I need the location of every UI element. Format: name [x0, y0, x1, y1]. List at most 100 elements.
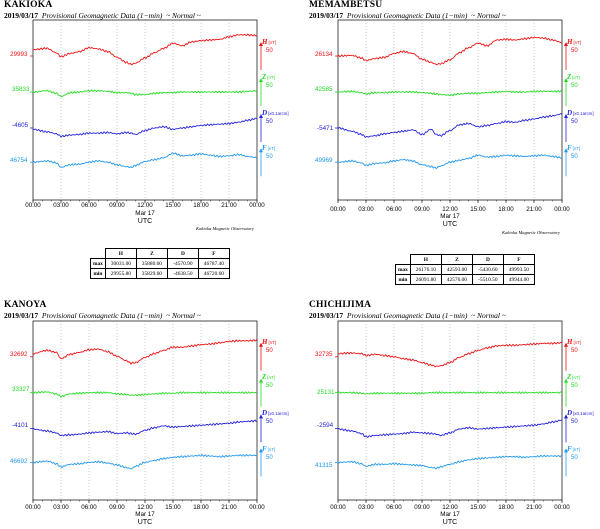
legend-d-scale: 50: [266, 419, 273, 425]
legend-f-unit: [nT]: [572, 447, 581, 452]
ref-value-z: 25131: [317, 389, 335, 396]
subtitle-mode: ~ Normal ~: [471, 311, 506, 320]
legend-f-name: F: [262, 144, 267, 152]
legend-z-scale: 50: [571, 83, 578, 89]
date-axis-label: Mar 17: [135, 511, 155, 518]
legend-z-name: Z: [567, 373, 572, 381]
x-tick: 00:00: [554, 504, 570, 511]
x-tick: 12:00: [137, 202, 153, 209]
legend-f-name: F: [567, 445, 572, 453]
x-tick: 00:00: [330, 504, 346, 511]
x-tick: 12:00: [442, 206, 458, 213]
x-tick: 21:00: [526, 504, 542, 511]
date-label: 2019/03/17: [309, 11, 344, 20]
x-tick: 09:00: [414, 206, 430, 213]
stats-table-memambetsu: H Z D F max 26176.10 42593.00 -5430.60 4…: [395, 254, 535, 285]
scale-arrow-d: [564, 114, 568, 118]
legend-z-scale: 50: [266, 83, 273, 89]
legend-h-unit: [nT]: [573, 340, 582, 345]
ref-value-d: -5471: [317, 125, 334, 132]
legend-z: Z[nT] 50: [262, 373, 275, 389]
scale-arrow-f: [259, 448, 263, 453]
series-line-z: [32, 89, 258, 98]
ref-value-z: 35833: [12, 86, 30, 93]
ref-value-f: 46692: [10, 458, 28, 465]
legend-h-name: H: [262, 338, 268, 346]
legend-h: H[nT] 50: [262, 38, 276, 54]
legend-f-scale: 50: [266, 154, 273, 160]
x-tick: 00:00: [330, 206, 346, 213]
legend-h-name: H: [262, 38, 268, 46]
legend-z: Z[nT] 50: [567, 73, 580, 89]
legend-f-unit: [nT]: [267, 447, 276, 452]
observatory-credit: Kakioka Magnetic Observatory: [196, 226, 254, 231]
legend-d: D[x0.1arcm] 50: [567, 109, 594, 125]
scale-arrow-h: [564, 42, 568, 46]
date-axis-label: Mar 17: [440, 213, 460, 220]
legend-z: Z[nT] 50: [567, 373, 580, 389]
x-tick: 18:00: [498, 504, 514, 511]
legend-d: D[x0.1arcm] 50: [567, 409, 594, 425]
x-tick: 00:00: [249, 504, 265, 511]
date-axis-label: Mar 17: [440, 511, 460, 518]
subtitle-mode: ~ Normal ~: [166, 311, 201, 320]
series-line-d: [337, 113, 563, 138]
date-axis-label: Mar 17: [135, 210, 155, 217]
station-title: KANOYA: [4, 300, 47, 310]
x-tick: 03:00: [358, 504, 374, 511]
legend-d-scale: 50: [571, 419, 578, 425]
legend-h-name: H: [567, 338, 573, 346]
legend-h-scale: 50: [266, 48, 273, 54]
legend-f-scale: 50: [266, 455, 273, 461]
x-tick: 09:00: [414, 504, 430, 511]
legend-z-unit: [nT]: [267, 75, 275, 80]
legend-f: F[nT] 50: [567, 144, 580, 160]
series-line-h: [337, 36, 563, 66]
station-title: KAKIOKA: [4, 0, 53, 10]
x-tick: 18:00: [193, 504, 209, 511]
x-tick: 18:00: [193, 202, 209, 209]
series-line-f: [337, 454, 563, 470]
series-line-d: [32, 419, 258, 437]
stats-cell: 46720.60: [197, 268, 230, 279]
x-tick: 06:00: [386, 504, 402, 511]
stats-row-max: max 30031.00 35880.60 -4570.90 46787.40: [90, 258, 230, 269]
legend-z-scale: 50: [266, 383, 273, 389]
utc-axis-label: UTC: [137, 519, 153, 526]
stats-table-kakioka: H Z D F max 30031.00 35880.60 -4570.90 4…: [90, 248, 230, 279]
subtitle-text: Provisional Geomagnetic Data (1−min): [41, 11, 163, 20]
legend-d-name: D: [262, 409, 268, 417]
x-tick: 15:00: [165, 504, 181, 511]
scale-arrow-z: [259, 378, 263, 383]
scale-arrow-f: [259, 148, 263, 153]
ref-value-z: 33327: [12, 386, 30, 393]
series-line-h: [32, 33, 258, 66]
subtitle-text: Provisional Geomagnetic Data (1−min): [346, 311, 468, 320]
stats-cell: 49944.00: [502, 274, 535, 285]
legend-h-scale: 50: [266, 348, 273, 354]
legend-d-name: D: [262, 109, 268, 117]
series-line-f: [32, 453, 258, 470]
series-line-f: [337, 154, 563, 169]
date-label: 2019/03/17: [309, 311, 344, 320]
series-line-h: [337, 341, 563, 368]
x-tick: 06:00: [386, 206, 402, 213]
x-tick: 00:00: [554, 206, 570, 213]
legend-d: D[x0.1arcm] 50: [262, 409, 289, 425]
x-tick: 15:00: [470, 504, 486, 511]
legend-f-unit: [nT]: [267, 146, 276, 151]
observatory-credit: Kakioka Magnetic Observatory: [502, 230, 560, 235]
legend-d-scale: 50: [266, 119, 273, 125]
legend-d-scale: 50: [571, 119, 578, 125]
legend-h-name: H: [567, 38, 573, 46]
legend-f-name: F: [262, 445, 267, 453]
legend-f-scale: 50: [571, 154, 578, 160]
ref-value-z: 42585: [315, 86, 333, 93]
legend-d: D[x0.1arcm] 50: [262, 109, 289, 125]
stats-row-max: max 26176.10 42593.00 -5430.60 49993.50: [395, 264, 535, 275]
x-tick: 00:00: [249, 202, 265, 209]
ref-value-f: 41315: [315, 462, 333, 469]
scale-arrow-d: [564, 414, 568, 419]
